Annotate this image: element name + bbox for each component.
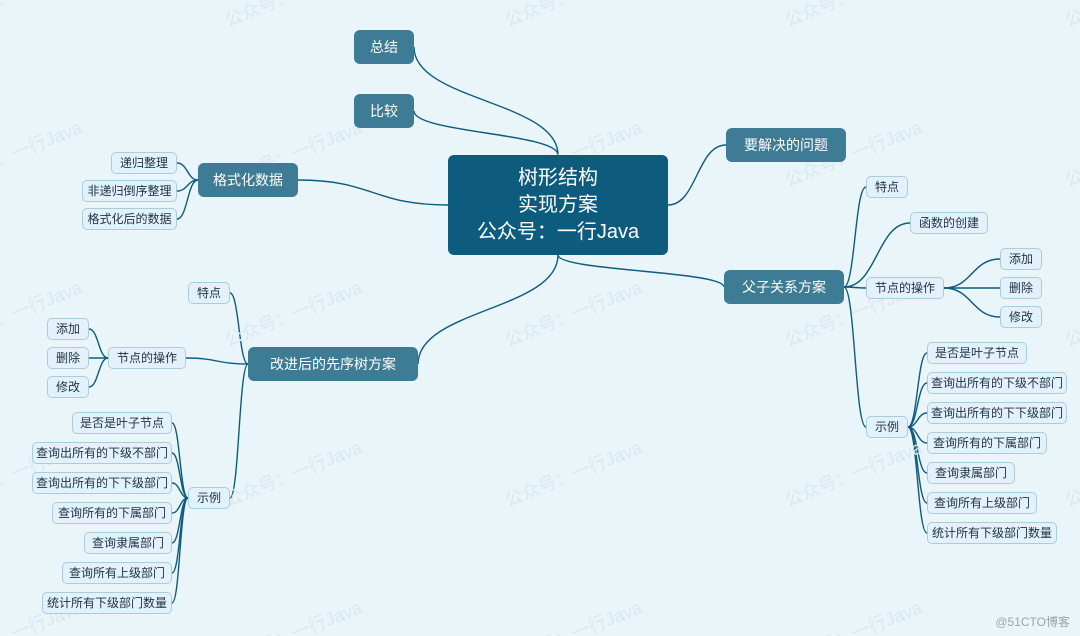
watermark-text: 公众号：一行Java	[500, 0, 645, 32]
edge-root-parent	[558, 255, 724, 287]
node-i_ex7[interactable]: 统计所有下级部门数量	[42, 592, 172, 614]
edge-i_ops-i_add	[89, 329, 108, 358]
node-p_ops[interactable]: 节点的操作	[866, 277, 944, 299]
edge-i_ex-i_ex7	[172, 498, 188, 603]
node-improved[interactable]: 改进后的先序树方案	[248, 347, 418, 381]
edge-root-compare	[414, 111, 558, 155]
edge-parent-p_feat	[844, 187, 866, 287]
node-summary[interactable]: 总结	[354, 30, 414, 64]
node-parent[interactable]: 父子关系方案	[724, 270, 844, 304]
edge-p_ex-p_ex5	[908, 427, 927, 473]
node-p_ex3[interactable]: 查询出所有的下下级部门	[927, 402, 1067, 424]
node-p_ex7[interactable]: 统计所有下级部门数量	[927, 522, 1057, 544]
watermark-text: 公众号：一行Java	[0, 114, 86, 193]
node-i_mod[interactable]: 修改	[47, 376, 89, 398]
node-i_ex1[interactable]: 是否是叶子节点	[72, 412, 172, 434]
watermark-text: 公众号：一行Java	[220, 594, 365, 636]
watermark-text: 公众号：一行Java	[1060, 274, 1080, 353]
node-fmt1[interactable]: 递归整理	[111, 152, 177, 174]
node-i_ex2[interactable]: 查询出所有的下级不部门	[32, 442, 172, 464]
watermark-text: 公众号：一行Java	[500, 594, 645, 636]
mindmap-canvas: @51CTO博客 公众号：一行Java 公众号：一行Java 公众号：一行Java 公…	[0, 0, 1080, 636]
node-i_ex4[interactable]: 查询所有的下属部门	[52, 502, 172, 524]
node-p_ex[interactable]: 示例	[866, 416, 908, 438]
node-format[interactable]: 格式化数据	[198, 163, 298, 197]
node-p_ex1[interactable]: 是否是叶子节点	[927, 342, 1027, 364]
node-p_feat[interactable]: 特点	[866, 176, 908, 198]
node-fmt3[interactable]: 格式化后的数据	[82, 208, 177, 230]
node-i_ex5[interactable]: 查询隶属部门	[84, 532, 172, 554]
node-p_ex5[interactable]: 查询隶属部门	[927, 462, 1015, 484]
watermark-text: 公众号：一行Java	[780, 434, 925, 513]
watermark-text: 公众号：一行Java	[220, 0, 365, 32]
edge-i_ex-i_ex5	[172, 498, 188, 543]
watermark-text: 公众号：一行Java	[500, 434, 645, 513]
node-p_create[interactable]: 函数的创建	[910, 212, 988, 234]
edge-p_ops-p_add	[944, 259, 1000, 288]
edge-parent-p_ops	[844, 287, 866, 288]
watermark-text: 公众号：一行Java	[1060, 434, 1080, 513]
edge-i_ex-i_ex2	[172, 453, 188, 498]
edge-format-fmt3	[177, 180, 198, 219]
edge-i_ex-i_ex6	[172, 498, 188, 573]
watermark-text: 公众号：一行Java	[780, 0, 925, 32]
edge-format-fmt1	[177, 163, 198, 180]
watermark-text: 公众号：一行Java	[1060, 114, 1080, 193]
node-p_ex6[interactable]: 查询所有上级部门	[927, 492, 1037, 514]
edge-p_ops-p_mod	[944, 288, 1000, 317]
node-i_ex3[interactable]: 查询出所有的下下级部门	[32, 472, 172, 494]
watermark-text: 公众号：一行Java	[220, 434, 365, 513]
edge-p_ex-p_ex1	[908, 353, 927, 427]
node-compare[interactable]: 比较	[354, 94, 414, 128]
edge-improved-i_ex	[230, 364, 248, 498]
edge-format-fmt2	[177, 180, 198, 191]
node-p_del[interactable]: 删除	[1000, 277, 1042, 299]
node-i_ops[interactable]: 节点的操作	[108, 347, 186, 369]
edge-i_ops-i_mod	[89, 358, 108, 387]
node-i_add[interactable]: 添加	[47, 318, 89, 340]
node-p_mod[interactable]: 修改	[1000, 306, 1042, 328]
watermark-text: 公众号：一行Java	[1060, 0, 1080, 32]
edge-p_ex-p_ex2	[908, 383, 927, 427]
edge-root-improved	[418, 255, 558, 364]
edge-root-summary	[414, 47, 558, 155]
edge-i_ex-i_ex3	[172, 483, 188, 498]
node-p_add[interactable]: 添加	[1000, 248, 1042, 270]
node-i_feat[interactable]: 特点	[188, 282, 230, 304]
edge-p_ex-p_ex7	[908, 427, 927, 533]
node-i_del[interactable]: 删除	[47, 347, 89, 369]
attribution-text: @51CTO博客	[995, 613, 1070, 630]
edge-p_ex-p_ex6	[908, 427, 927, 503]
node-i_ex[interactable]: 示例	[188, 487, 230, 509]
watermark-text: 公众号：一行Java	[0, 274, 86, 353]
edge-i_ex-i_ex1	[172, 423, 188, 498]
watermark-text: 公众号：一行Java	[780, 594, 925, 636]
node-problem[interactable]: 要解决的问题	[726, 128, 846, 162]
watermark-text: 公众号：一行Java	[220, 274, 365, 353]
edge-improved-i_ops	[186, 358, 248, 364]
edge-improved-i_feat	[230, 293, 248, 364]
edge-p_ex-p_ex4	[908, 427, 927, 443]
node-fmt2[interactable]: 非递归倒序整理	[82, 180, 177, 202]
edge-p_ex-p_ex3	[908, 413, 927, 427]
node-root[interactable]: 树形结构实现方案公众号：一行Java	[448, 155, 668, 255]
edge-root-problem	[668, 145, 726, 205]
node-p_ex2[interactable]: 查询出所有的下级不部门	[927, 372, 1067, 394]
node-i_ex6[interactable]: 查询所有上级部门	[62, 562, 172, 584]
watermark-text: 公众号：一行Java	[0, 0, 86, 32]
edge-root-format	[298, 180, 448, 205]
edge-i_ex-i_ex4	[172, 498, 188, 513]
watermark-text: 公众号：一行Java	[500, 274, 645, 353]
edge-parent-p_ex	[844, 287, 866, 427]
node-p_ex4[interactable]: 查询所有的下属部门	[927, 432, 1047, 454]
